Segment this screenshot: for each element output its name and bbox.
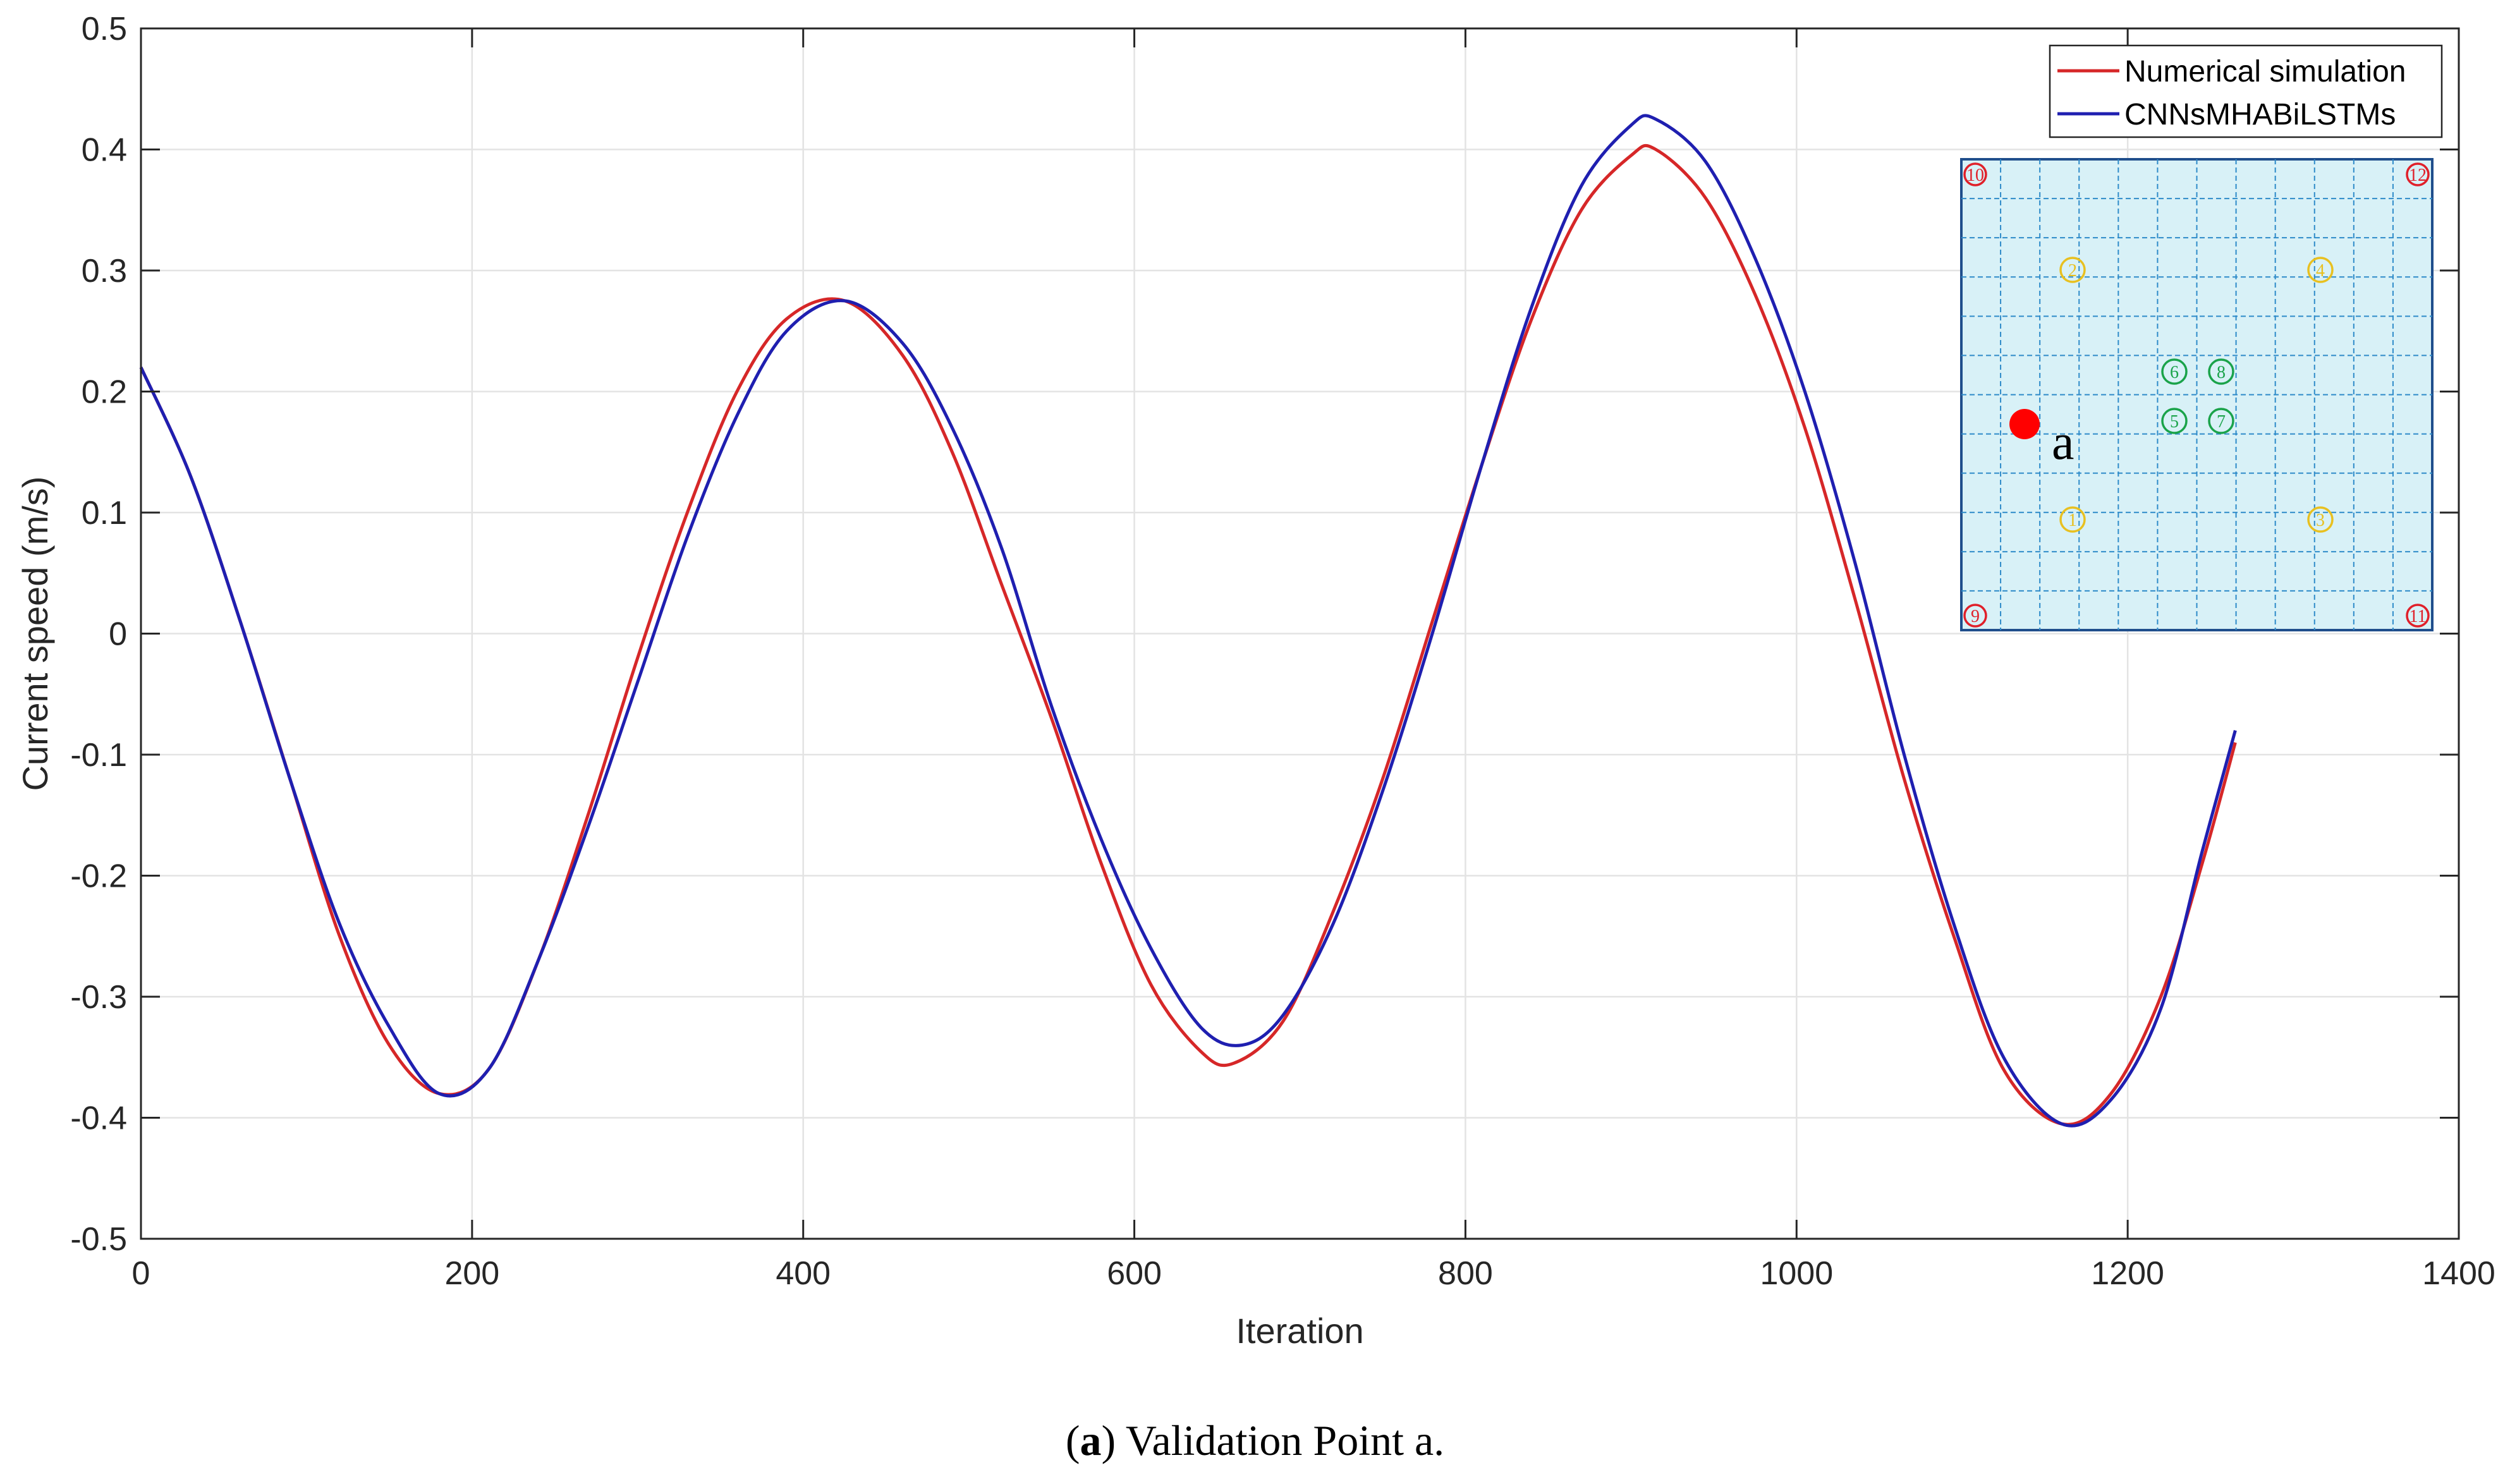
inset-marker-green [2161, 408, 2188, 434]
grid [140, 27, 2460, 1240]
series-line-cnnsmhabilstms [139, 114, 2237, 1128]
caption-letter: a [1080, 1416, 1102, 1464]
legend: Numerical simulation CNNsMHABiLSTMs [2049, 44, 2443, 138]
y-tick-label: 0.4 [82, 132, 127, 169]
inset-marker-red [1963, 162, 1987, 186]
inset-marker-red-label: 12 [2409, 166, 2427, 185]
inset-marker-red [2406, 162, 2430, 186]
inset-marker-green [2161, 358, 2188, 385]
x-tick-label: 1000 [1760, 1255, 1833, 1292]
legend-entry: CNNsMHABiLSTMs [2124, 98, 2396, 131]
y-tick-label: -0.1 [70, 737, 127, 774]
inset-marker-green-label: 8 [2217, 363, 2226, 382]
caption-text: Validation Point a. [1116, 1416, 1445, 1464]
inset-marker-red [1963, 604, 1987, 628]
inset-marker-green-label: 7 [2217, 412, 2226, 432]
inset-marker-yellow [2307, 506, 2334, 533]
y-axis-title: Current speed (m/s) [15, 477, 55, 791]
y-tick-label: 0.5 [82, 11, 127, 47]
y-tick-label: 0.1 [82, 495, 127, 532]
inset-marker-red [2406, 604, 2430, 628]
y-tick-label: -0.3 [70, 979, 127, 1016]
legend-box [2049, 44, 2443, 138]
series-layer [139, 114, 2237, 1128]
legend-entry: Numerical simulation [2124, 55, 2406, 88]
x-tick-label: 1400 [2422, 1255, 2495, 1292]
inset-marker-green-label: 5 [2170, 412, 2179, 432]
inset-marker-yellow [2059, 257, 2086, 283]
y-tick-label: -0.2 [70, 858, 127, 895]
validation-point-label: a [2052, 415, 2074, 470]
inset-marker-yellow-label: 1 [2068, 511, 2077, 530]
x-tick-label: 600 [1107, 1255, 1162, 1292]
inset-marker-green [2208, 358, 2234, 385]
ticks: 0 200 400 600 800 1000 1200 1400 -0.5 -0.4 -0.3 -0.… [70, 11, 2495, 1292]
y-tick-label: 0 [109, 616, 127, 653]
inset-marker-yellow-label: 2 [2068, 261, 2077, 281]
inset-marker-yellow [2059, 506, 2086, 533]
x-axis-title: Iteration [1236, 1311, 1363, 1351]
figure-caption: (a) Validation Point a. [1065, 1416, 1445, 1464]
y-tick-label: 0.2 [82, 374, 127, 411]
series-line-numerical-simulation [139, 143, 2237, 1126]
y-tick-label: -0.5 [70, 1221, 127, 1258]
x-tick-label: 200 [444, 1255, 499, 1292]
y-tick-label: -0.4 [70, 1100, 127, 1137]
x-tick-label: 400 [776, 1255, 831, 1292]
inset-marker-green-label: 6 [2170, 363, 2179, 382]
inset-marker-red-label: 10 [1966, 166, 1984, 185]
inset-marker-yellow [2307, 257, 2334, 283]
x-tick-label: 800 [1438, 1255, 1493, 1292]
y-tick-label: 0.3 [82, 253, 127, 289]
validation-point [2009, 409, 2040, 439]
x-tick-label: 0 [132, 1255, 150, 1292]
inset-marker-yellow-label: 3 [2316, 511, 2325, 530]
x-tick-label: 1200 [2091, 1255, 2164, 1292]
inset-marker-yellow-label: 4 [2316, 261, 2325, 281]
inset-marker-red-label: 11 [2409, 607, 2427, 626]
inset-marker-green [2208, 408, 2234, 434]
inset-marker-red-label: 9 [1971, 607, 1980, 626]
